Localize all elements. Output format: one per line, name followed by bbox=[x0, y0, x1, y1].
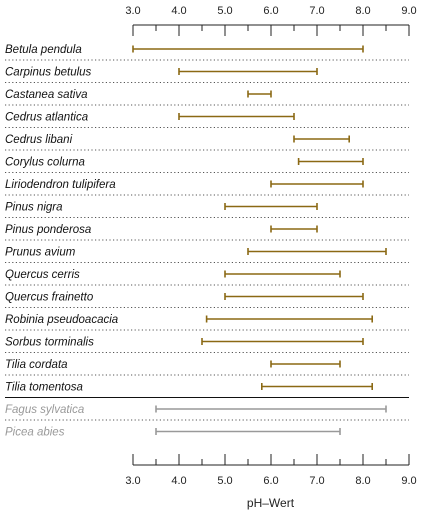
species-label: Betula pendula bbox=[5, 44, 82, 56]
bottom-axis-tick-label: 8.0 bbox=[355, 475, 370, 487]
species-label: Robinia pseudoacacia bbox=[5, 314, 118, 326]
bottom-axis-tick-label: 3.0 bbox=[125, 475, 140, 487]
top-axis: 3.0 4.0 5.0 6.0 7.0 8.0 9.0 bbox=[125, 5, 417, 36]
bottom-axis-tick-label: 7.0 bbox=[309, 475, 324, 487]
top-axis-tick-label: 5.0 bbox=[217, 5, 232, 17]
species-label: Prunus avium bbox=[5, 247, 76, 259]
bottom-axis-tick-label: 5.0 bbox=[217, 475, 232, 487]
species-label: Cedrus libani bbox=[5, 134, 73, 146]
species-label: Fagus sylvatica bbox=[5, 404, 84, 416]
species-label: Quercus frainetto bbox=[5, 292, 94, 304]
top-axis-tick-label: 8.0 bbox=[355, 5, 370, 17]
top-axis-tick-label: 6.0 bbox=[263, 5, 278, 17]
top-axis-tick-label: 4.0 bbox=[171, 5, 186, 17]
species-label: Corylus colurna bbox=[5, 157, 85, 169]
species-rows: Betula pendula Carpinus betulus Castanea s… bbox=[5, 44, 409, 439]
bottom-axis-tick-label: 9.0 bbox=[401, 475, 416, 487]
bottom-axis-tick-label: 6.0 bbox=[263, 475, 278, 487]
species-label: Cedrus atlantica bbox=[5, 112, 88, 124]
bottom-axis-tick-label: 4.0 bbox=[171, 475, 186, 487]
species-label: Quercus cerris bbox=[5, 269, 80, 281]
species-label: Picea abies bbox=[5, 427, 65, 439]
top-axis-tick-label: 9.0 bbox=[401, 5, 416, 17]
species-label: Sorbus torminalis bbox=[5, 337, 94, 349]
top-axis-tick-label: 7.0 bbox=[309, 5, 324, 17]
species-label: Liriodendron tulipifera bbox=[5, 179, 116, 191]
x-axis-label: pH–Wert bbox=[247, 496, 295, 510]
species-label: Pinus ponderosa bbox=[5, 224, 91, 236]
species-label: Tilia tomentosa bbox=[5, 382, 83, 394]
species-label: Tilia cordata bbox=[5, 359, 68, 371]
species-label: Pinus nigra bbox=[5, 202, 63, 214]
species-label: Carpinus betulus bbox=[5, 67, 92, 79]
species-label: Castanea sativa bbox=[5, 89, 87, 101]
bottom-axis: 3.0 4.0 5.0 6.0 7.0 8.0 9.0 bbox=[125, 454, 417, 487]
top-axis-tick-label: 3.0 bbox=[125, 5, 140, 17]
